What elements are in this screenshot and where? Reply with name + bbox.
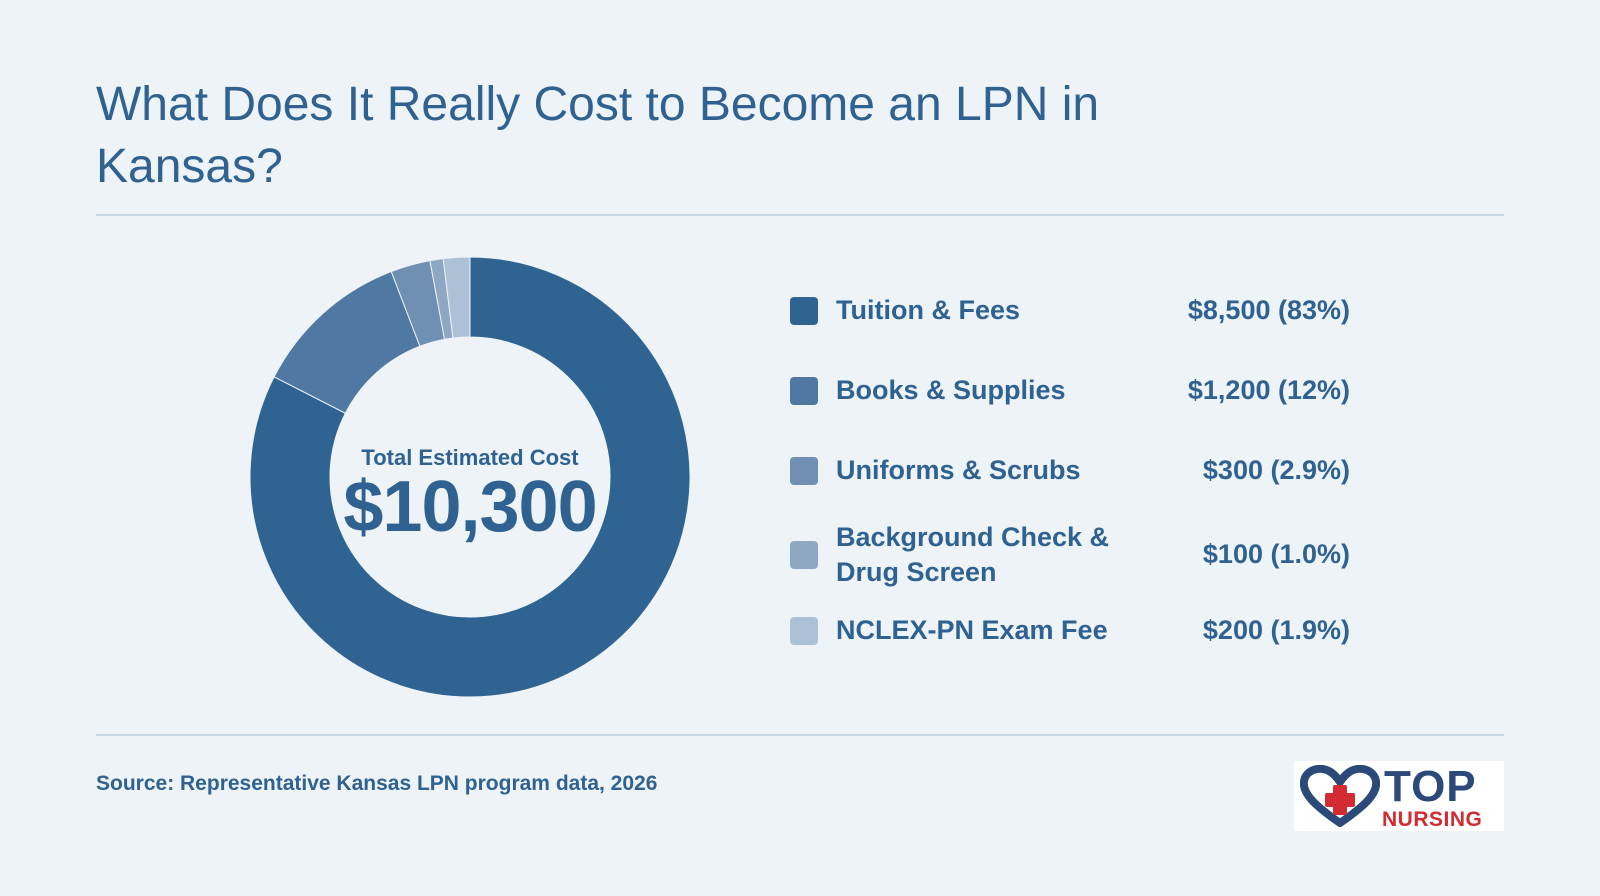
legend-value: $100 (1.0%) [1202,539,1350,569]
legend-label: Uniforms & Scrubs [836,455,1081,485]
total-cost-value: $10,300 [343,467,597,547]
total-cost-label: Total Estimated Cost [361,445,579,470]
donut-hole [330,337,610,617]
top-nursing-logo: TOP NURSING [1294,761,1504,831]
logo-word-nursing: NURSING [1382,808,1483,831]
source-note: Source: Representative Kansas LPN progra… [96,772,658,795]
legend-item-background-check: Background Check & Drug Screen $100 (1.0… [790,520,1350,592]
legend-swatch [790,457,818,485]
legend-value: $300 (2.9%) [1202,455,1350,485]
donut-chart-svg [249,256,691,698]
legend-label: Background Check & Drug Screen [836,522,1110,587]
bottom-divider [96,734,1504,736]
legend-value: $8,500 (83%) [1187,295,1350,325]
legend-swatch [790,541,818,569]
legend-label: Books & Supplies [836,375,1066,405]
legend-item-nclex: NCLEX-PN Exam Fee $200 (1.9%) [790,600,1350,664]
heart-cross-icon [1300,765,1380,827]
legend-swatch [790,297,818,325]
legend-swatch [790,377,818,405]
legend-item-uniforms: Uniforms & Scrubs $300 (2.9%) [790,440,1350,504]
legend-value: $1,200 (12%) [1187,375,1350,405]
page-title: What Does It Really Cost to Become an LP… [96,78,1100,193]
legend-label: Tuition & Fees [836,295,1021,325]
logo-word-top: TOP [1384,762,1477,811]
donut-chart: Total Estimated Cost $10,300 [248,255,692,699]
legend-label: NCLEX-PN Exam Fee [836,615,1108,645]
legend-item-tuition: Tuition & Fees $8,500 (83%) [790,280,1350,344]
legend-item-books: Books & Supplies $1,200 (12%) [790,360,1350,424]
legend-swatch [790,617,818,645]
legend-value: $200 (1.9%) [1202,615,1350,645]
top-divider [96,214,1504,216]
